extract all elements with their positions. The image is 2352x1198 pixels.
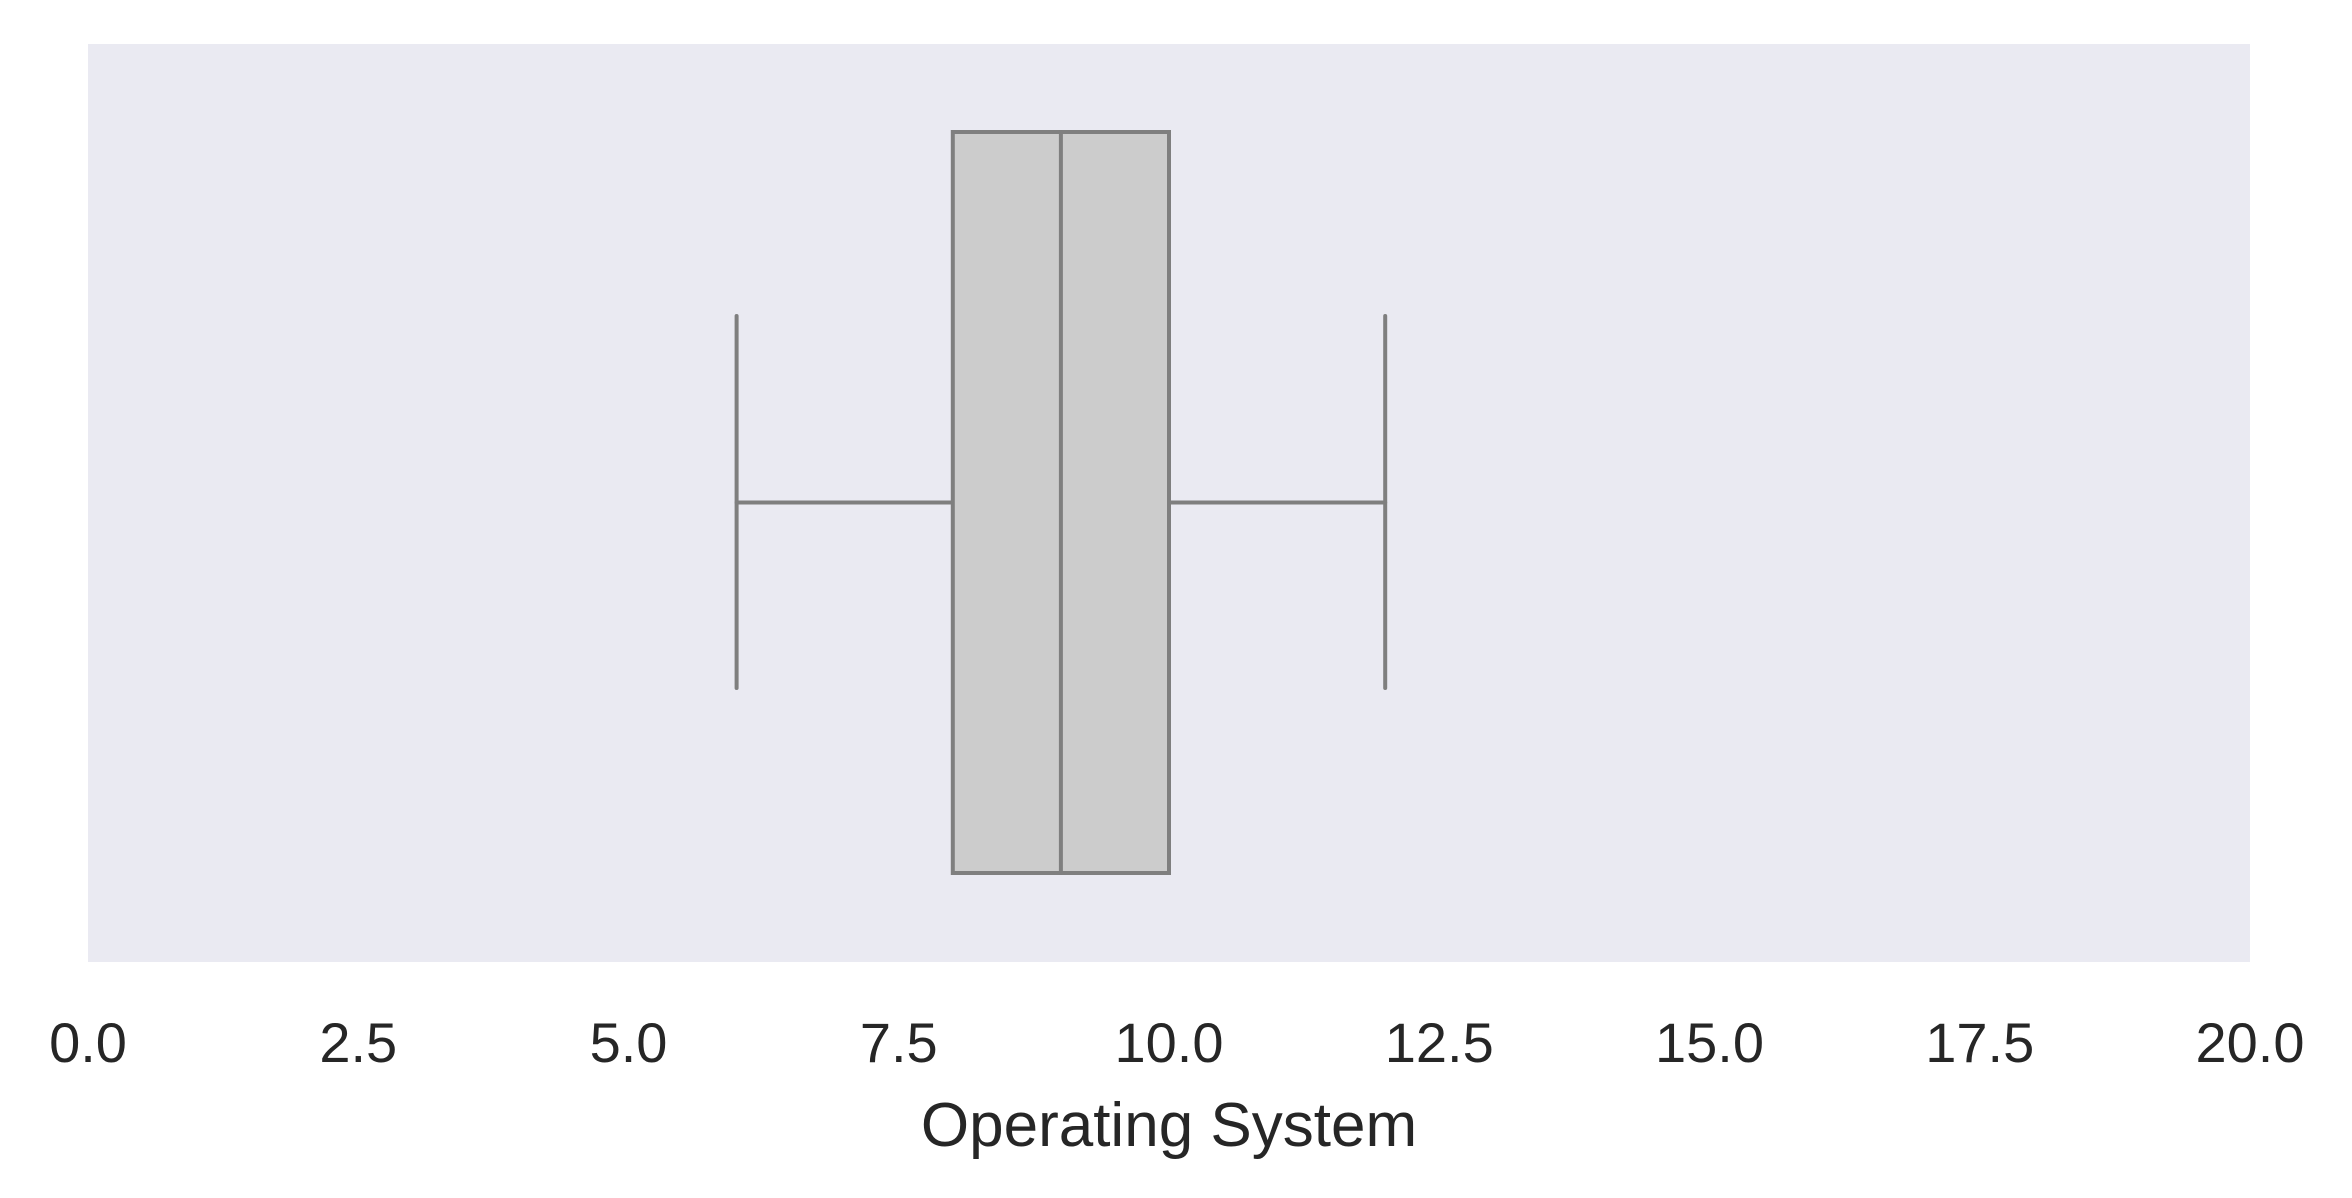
- x-axis-label: Operating System: [921, 1091, 1417, 1160]
- x-tick-label: 7.5: [860, 1011, 938, 1074]
- x-tick-label: 15.0: [1655, 1011, 1764, 1074]
- x-tick-label: 17.5: [1925, 1011, 2034, 1074]
- x-axis-ticks: 0.0 2.5 5.0 7.5 10.0 12.5 15.0 17.5 20.0: [49, 1011, 2304, 1074]
- x-tick-label: 10.0: [1115, 1011, 1224, 1074]
- x-tick-label: 0.0: [49, 1011, 127, 1074]
- x-tick-label: 12.5: [1385, 1011, 1494, 1074]
- x-tick-label: 2.5: [319, 1011, 397, 1074]
- x-tick-label: 20.0: [2196, 1011, 2305, 1074]
- box-plot: [734, 130, 1388, 875]
- x-tick-label: 5.0: [590, 1011, 668, 1074]
